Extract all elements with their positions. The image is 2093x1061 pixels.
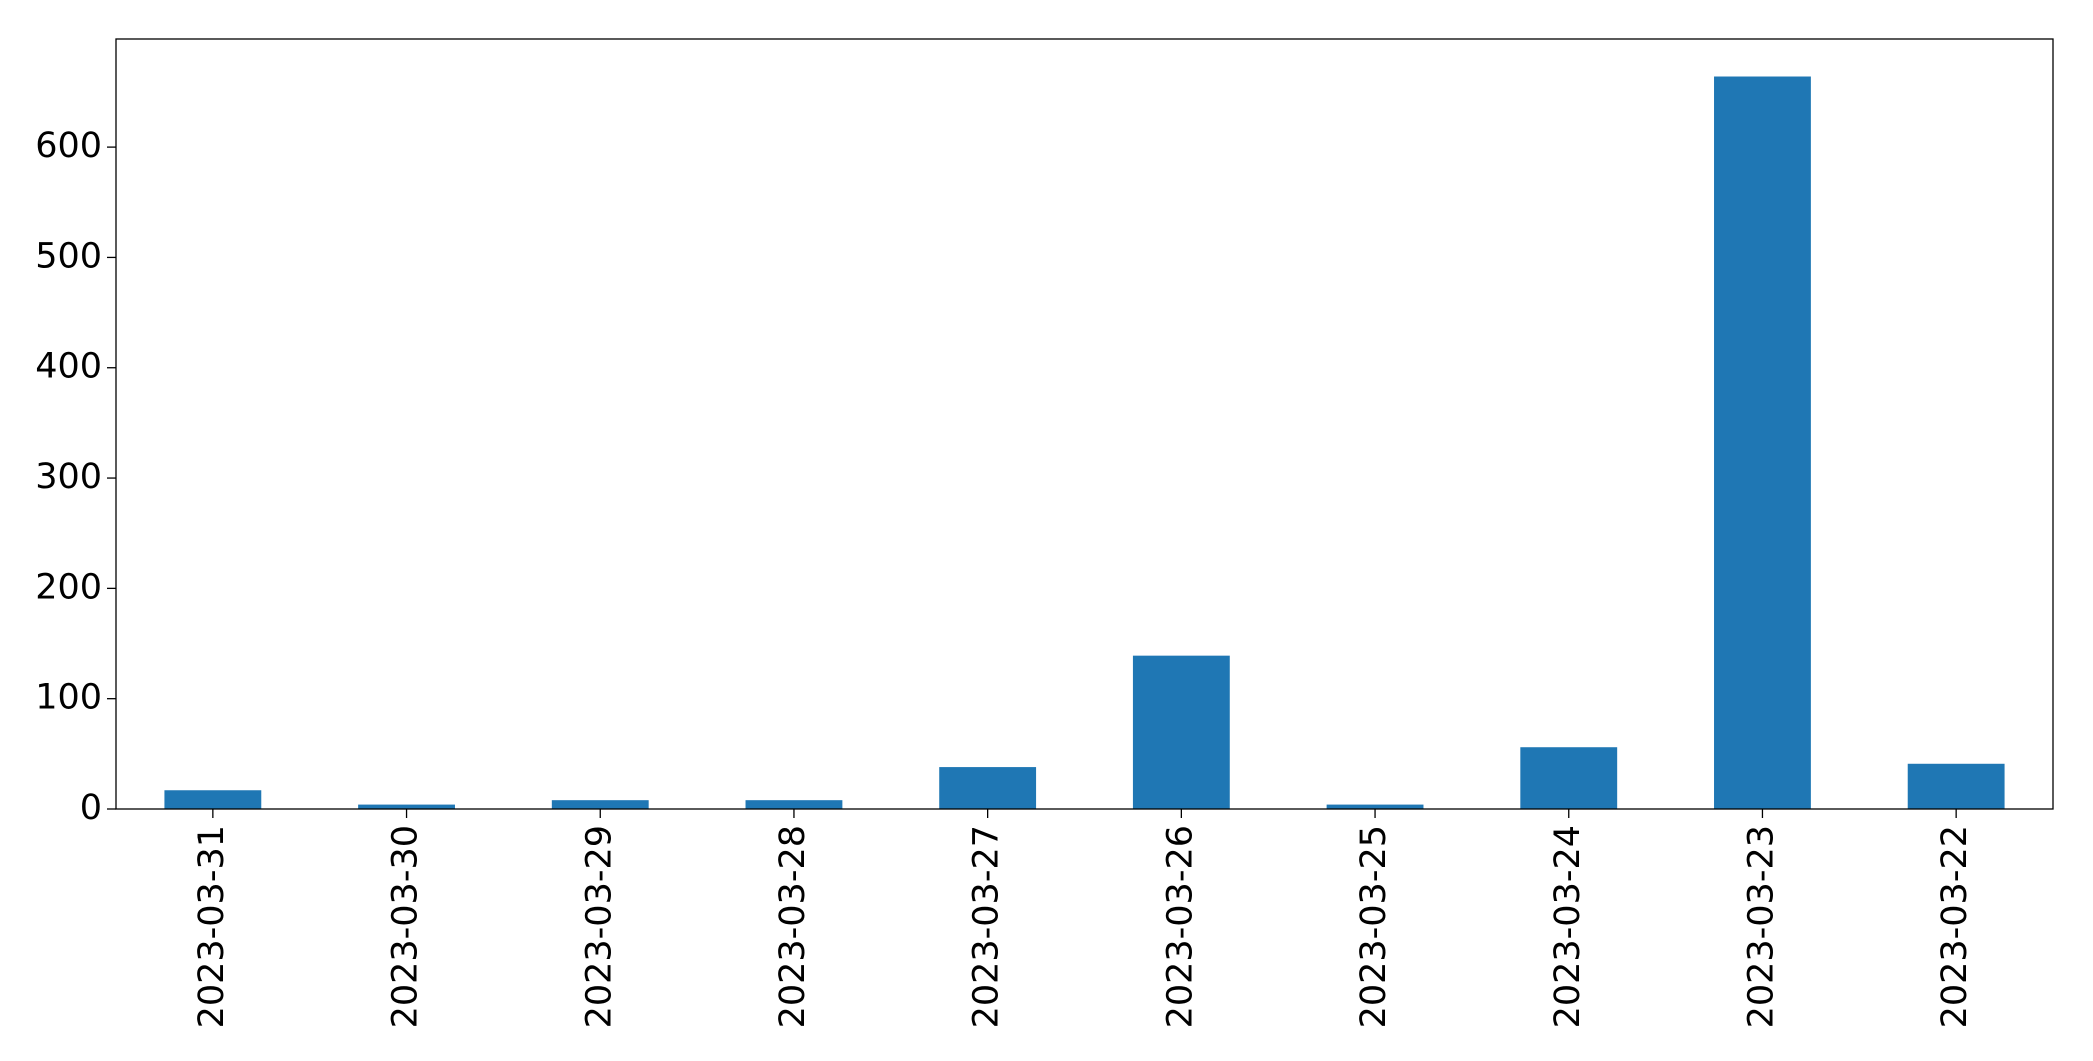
- x-tick-label: 2023-03-28: [773, 825, 813, 1028]
- x-tick-label: 2023-03-22: [1935, 825, 1975, 1028]
- bar: [164, 790, 262, 809]
- y-tick-label: 100: [35, 678, 102, 718]
- bar: [358, 804, 455, 809]
- x-tick-label: 2023-03-23: [1741, 825, 1781, 1028]
- bar: [939, 767, 1037, 809]
- y-tick-label: 500: [35, 236, 102, 276]
- bar: [1132, 655, 1230, 809]
- bar: [551, 800, 649, 809]
- y-tick-label: 0: [80, 788, 102, 828]
- bar: [1907, 763, 2005, 809]
- x-tick-label: 2023-03-25: [1354, 825, 1394, 1028]
- bar: [1326, 804, 1424, 809]
- plot-frame: [115, 38, 2054, 810]
- bar: [1520, 747, 1618, 809]
- x-tick-label: 2023-03-31: [192, 825, 232, 1028]
- x-tick-label: 2023-03-27: [967, 825, 1007, 1028]
- x-tick-label: 2023-03-26: [1160, 825, 1200, 1028]
- bar: [745, 800, 843, 809]
- x-tick-label: 2023-03-29: [579, 825, 619, 1028]
- y-tick-label: 300: [35, 457, 102, 497]
- bar: [1714, 76, 1811, 810]
- x-tick-label: 2023-03-24: [1548, 825, 1588, 1028]
- y-tick-label: 600: [35, 126, 102, 166]
- y-tick-label: 400: [35, 347, 102, 387]
- y-tick-label: 200: [35, 567, 102, 607]
- x-tick-label: 2023-03-30: [386, 825, 426, 1028]
